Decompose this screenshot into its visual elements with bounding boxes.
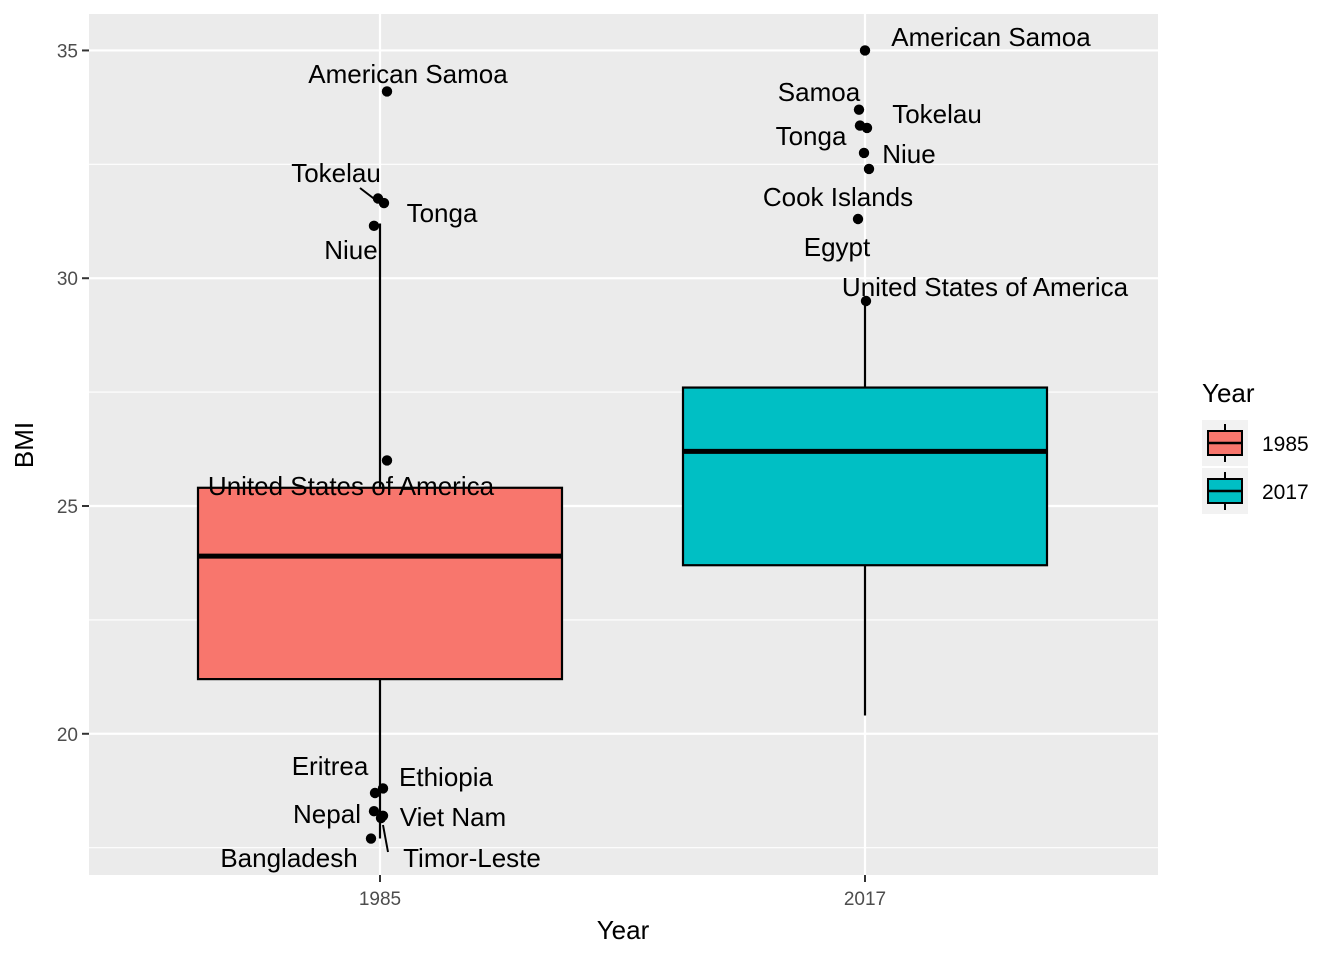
data-point [368,220,380,232]
point-label: Samoa [778,77,861,107]
legend-title: Year [1202,378,1255,408]
legend-label: 1985 [1262,433,1309,456]
x-tick-label: 2017 [844,889,886,910]
iqr-box [196,486,564,681]
data-point [863,163,875,175]
point-label: American Samoa [308,59,508,89]
point-label: Cook Islands [763,182,913,212]
point-label: United States of America [208,471,495,501]
data-point [381,86,393,97]
box-2017 [681,301,1049,716]
label-leader [382,824,389,853]
point-label: Tonga [776,121,847,151]
y-tick-label: 25 [57,497,78,518]
label-leader [359,187,378,202]
points [365,45,875,844]
x-axis-title: Year [597,915,650,945]
point-label: United States of America [842,272,1129,302]
point-label: Ethiopia [399,762,493,792]
point-label: American Samoa [891,22,1091,52]
y-axis: 20 25 30 35 [57,41,89,746]
point-label: Timor-Leste [403,843,541,873]
point-label: Eritrea [292,751,369,781]
x-axis: 1985 2017 [359,875,886,910]
y-tick-label: 35 [57,41,78,62]
y-axis-title: BMI [9,422,39,468]
data-point [860,295,872,307]
box-1985 [196,223,564,839]
legend-keys: 1985 2017 [1202,420,1309,514]
iqr-box [681,386,1049,567]
data-point [375,812,387,824]
point-label: Niue [882,139,935,169]
point-label: Viet Nam [400,802,506,832]
data-point [368,806,380,817]
point-label: Bangladesh [220,843,357,873]
data-point [854,120,866,131]
y-tick-label: 20 [57,725,78,746]
point-label: Tonga [407,198,478,228]
boxes [196,223,1049,839]
legend-label: 2017 [1262,481,1309,504]
data-point [378,197,390,209]
data-point [381,455,393,466]
data-point [859,45,871,56]
point-label: Tokelau [291,158,381,188]
label-leader-lines [359,187,389,853]
x-tick-label: 1985 [359,889,401,910]
data-point [853,104,865,115]
y-tick-label: 30 [57,269,78,290]
data-point [369,787,381,799]
point-label: Nepal [293,799,361,829]
data-point [852,213,864,225]
legend: Year 1985 2017 [1202,378,1309,514]
point-label: Tokelau [892,99,982,129]
legend-key-2017: 2017 [1202,468,1309,514]
data-point [365,833,377,844]
data-point [858,147,870,159]
legend-key-1985: 1985 [1202,420,1309,466]
point-label: Egypt [804,232,871,262]
point-label: Niue [324,235,377,265]
point-labels: American Samoa Tokelau Tonga Niue United Sta… [208,22,1129,873]
data-point [377,783,389,794]
